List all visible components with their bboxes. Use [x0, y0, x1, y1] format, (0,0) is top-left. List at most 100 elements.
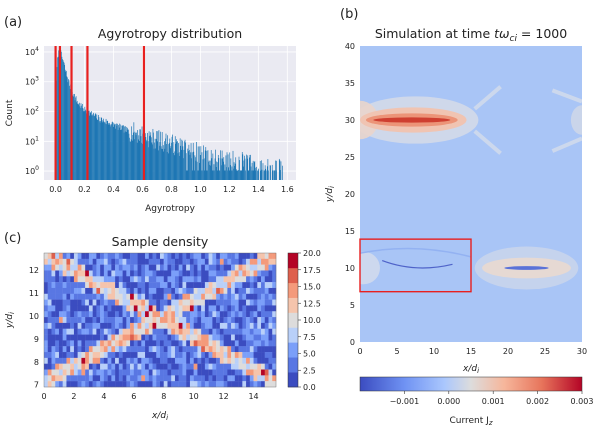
density-cell	[178, 299, 183, 306]
density-cell	[174, 346, 179, 353]
histogram-bar	[172, 134, 173, 180]
density-cell	[111, 282, 116, 289]
separatrix-arm	[473, 85, 502, 111]
density-cell	[238, 311, 243, 318]
density-cell	[51, 328, 56, 335]
histogram-bar	[202, 159, 204, 180]
histogram-bar	[114, 128, 116, 180]
histogram-bar	[117, 129, 119, 180]
density-cell	[197, 369, 202, 376]
density-cell	[242, 317, 247, 324]
density-cell	[204, 287, 209, 294]
density-cell	[231, 276, 236, 283]
density-cell	[81, 253, 86, 260]
simulation-x-tick-label: 10	[429, 347, 439, 356]
density-cell	[268, 293, 273, 300]
histogram-bar	[248, 170, 250, 180]
density-cell	[212, 334, 217, 341]
density-cell	[182, 311, 187, 318]
histogram-bar	[238, 156, 240, 180]
histogram-y-tick-exp: 3	[35, 76, 39, 83]
density-cell	[96, 253, 101, 260]
histogram-bar	[108, 124, 110, 180]
density-cell	[118, 311, 123, 318]
density-cell	[70, 352, 75, 359]
density-cell	[126, 264, 131, 271]
density-cell	[145, 264, 149, 271]
density-colorbar-segment	[288, 297, 298, 313]
density-cell	[81, 375, 86, 382]
density-cell	[77, 381, 82, 388]
density-cell	[47, 305, 52, 312]
histogram-bar	[184, 141, 185, 180]
density-cell	[96, 369, 101, 376]
density-cell	[174, 334, 179, 341]
histogram-bar	[250, 154, 251, 180]
density-cell	[201, 363, 206, 370]
density-cell	[152, 317, 157, 324]
density-cell	[66, 369, 71, 376]
histogram-bar	[64, 64, 66, 180]
density-cell	[201, 346, 206, 353]
density-cell	[126, 352, 131, 359]
density-cell	[100, 340, 105, 347]
density-cell	[62, 276, 67, 283]
histogram-bar	[161, 132, 163, 180]
density-cell	[88, 381, 93, 388]
density-cell	[133, 357, 138, 364]
density-cell	[189, 276, 194, 283]
density-cell	[111, 381, 116, 388]
density-cell	[85, 287, 90, 294]
density-cell	[234, 258, 239, 265]
density-cell	[44, 258, 48, 265]
density-cell	[55, 334, 60, 341]
histogram-bar	[192, 170, 194, 180]
density-cell	[77, 270, 82, 277]
density-cell	[148, 334, 153, 341]
density-cell	[163, 352, 168, 359]
histogram-bar	[156, 141, 158, 180]
density-cell	[73, 352, 78, 359]
density-cell	[268, 357, 273, 364]
histogram-bar	[138, 135, 140, 180]
density-cell	[223, 322, 228, 329]
density-cell	[167, 287, 172, 294]
density-cell	[216, 328, 221, 335]
density-cell	[167, 253, 172, 260]
density-cell	[66, 276, 71, 283]
density-cell	[58, 322, 63, 329]
histogram-bar	[62, 59, 63, 180]
density-cell	[130, 357, 135, 364]
histogram-bar	[155, 148, 156, 180]
density-cell	[234, 293, 239, 300]
histogram-bar	[228, 170, 230, 180]
density-cell	[62, 363, 67, 370]
density-cell	[51, 258, 56, 265]
density-cell	[62, 381, 67, 388]
histogram-y-tick-exp: 1	[35, 135, 39, 142]
density-cell	[242, 270, 247, 277]
histogram-bar	[119, 123, 121, 180]
density-cell	[148, 381, 153, 388]
density-cell	[231, 270, 236, 277]
histogram-bar	[94, 116, 95, 180]
density-cell	[163, 346, 168, 353]
density-cell	[145, 253, 149, 260]
density-cell	[115, 299, 120, 306]
density-cell	[268, 334, 273, 341]
density-cell	[107, 363, 112, 370]
density-cell	[231, 363, 236, 370]
density-colorbar-tick-label: 5.0	[303, 350, 316, 359]
density-cell	[100, 293, 105, 300]
density-cell	[197, 363, 202, 370]
density-cell	[257, 264, 262, 271]
density-cell	[92, 282, 97, 289]
density-cell	[111, 375, 116, 382]
density-cell	[204, 352, 209, 359]
density-cell	[216, 270, 221, 277]
density-cell	[133, 258, 138, 265]
histogram-y-tick-label: 100	[25, 165, 39, 176]
density-cell	[264, 328, 269, 335]
density-cell	[167, 282, 172, 289]
density-cell	[92, 369, 97, 376]
